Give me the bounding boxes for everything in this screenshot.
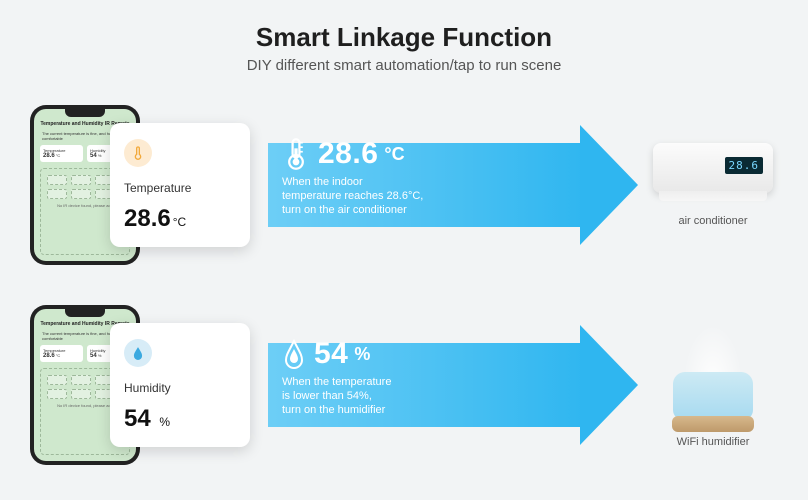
device-humidifier: WiFi humidifier: [648, 322, 778, 448]
arrow-value: 28.6: [318, 137, 378, 171]
arrow-unit: %: [354, 344, 370, 365]
arrow-description: When the temperature is lower than 54%, …: [282, 375, 482, 417]
pad-button: [71, 175, 91, 185]
chip-value: 54: [90, 153, 97, 159]
desc-line: is lower than 54%,: [282, 389, 482, 403]
page-title: Smart Linkage Function: [0, 22, 808, 53]
chip-unit: °C: [56, 353, 61, 358]
humidifier-graphic: [658, 322, 768, 432]
automation-row-temperature: Temperature and Humidity IR Remote The c…: [30, 100, 778, 270]
ac-unit-graphic: 28.6: [653, 143, 773, 193]
automation-row-humidity: Temperature and Humidity IR Remote The c…: [30, 300, 778, 470]
card-value-unit: °C: [173, 215, 186, 229]
rule-arrow-temperature: 28.6 °C When the indoor temperature reach…: [268, 125, 638, 245]
desc-line: temperature reaches 28.6°C,: [282, 189, 482, 203]
phone-notch: [65, 109, 105, 117]
arrow-description: When the indoor temperature reaches 28.6…: [282, 175, 482, 217]
phone-chip-temperature: Temperature 28.6 °C: [40, 345, 83, 362]
header: Smart Linkage Function DIY different sma…: [0, 0, 808, 74]
arrow-metric: 28.6 °C: [282, 137, 578, 171]
metric-card-temperature: Temperature 28.6°C: [110, 123, 250, 247]
arrow-content: 28.6 °C When the indoor temperature reach…: [282, 137, 578, 217]
pad-button: [47, 189, 67, 199]
device-air-conditioner: 28.6 air conditioner: [648, 143, 778, 227]
phone-chip-temperature: Temperature 28.6 °C: [40, 145, 83, 162]
chip-value: 28.6: [43, 353, 55, 359]
arrow-value: 54: [314, 337, 348, 371]
pad-button: [71, 375, 91, 385]
arrow-content: 54% When the temperature is lower than 5…: [282, 337, 578, 417]
phone-notch: [65, 309, 105, 317]
card-value-number: 28.6: [124, 205, 171, 232]
arrow-metric: 54%: [282, 337, 578, 371]
card-value-number: 54: [124, 405, 151, 432]
arrow-head-icon: [580, 125, 638, 245]
metric-card-humidity: Humidity 54 %: [110, 323, 250, 447]
card-label: Humidity: [124, 381, 236, 395]
arrow-unit: °C: [384, 144, 404, 165]
arrow-head-icon: [580, 325, 638, 445]
humidifier-base: [672, 416, 754, 432]
thermometer-icon: [282, 137, 310, 171]
desc-line: turn on the air conditioner: [282, 203, 482, 217]
pad-button: [71, 389, 91, 399]
desc-line: When the temperature: [282, 375, 482, 389]
pad-button: [71, 189, 91, 199]
card-label: Temperature: [124, 181, 236, 195]
thermometer-icon: [124, 139, 152, 167]
chip-unit: %: [98, 353, 102, 358]
droplet-icon: [124, 339, 152, 367]
device-label: WiFi humidifier: [648, 436, 778, 448]
card-value: 54 %: [124, 405, 236, 433]
droplet-icon: [282, 339, 306, 369]
desc-line: When the indoor: [282, 175, 482, 189]
chip-unit: °C: [56, 153, 61, 158]
pad-button: [47, 175, 67, 185]
humidifier-body: [673, 372, 753, 420]
device-label: air conditioner: [648, 215, 778, 227]
card-value-unit: %: [159, 415, 170, 429]
rule-arrow-humidity: 54% When the temperature is lower than 5…: [268, 325, 638, 445]
page-subtitle: DIY different smart automation/tap to ru…: [0, 57, 808, 74]
chip-value: 28.6: [43, 153, 55, 159]
chip-value: 54: [90, 353, 97, 359]
pad-button: [47, 375, 67, 385]
pad-button: [47, 389, 67, 399]
desc-line: turn on the humidifier: [282, 403, 482, 417]
card-value: 28.6°C: [124, 205, 236, 233]
chip-unit: %: [98, 153, 102, 158]
ac-display: 28.6: [725, 157, 764, 174]
